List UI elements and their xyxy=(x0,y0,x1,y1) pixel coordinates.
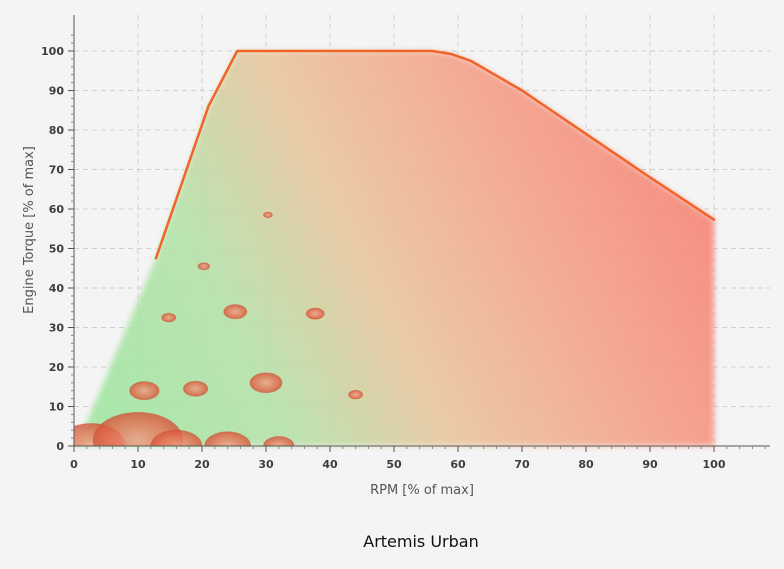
axes: 0 10 20 30 40 50 60 70 80 90 100 0 10 20 30 40 50 60 70 80 9… xyxy=(41,15,770,471)
x-tick-label: 10 xyxy=(130,458,146,471)
x-axis-title: RPM [% of max] xyxy=(370,483,474,498)
operating-point xyxy=(129,381,160,401)
operating-point xyxy=(182,380,209,397)
operating-point xyxy=(305,307,325,320)
y-tick-label: 30 xyxy=(49,322,65,335)
y-tick-label: 20 xyxy=(49,361,65,374)
x-tick-label: 90 xyxy=(642,458,658,471)
x-tick-label: 50 xyxy=(386,458,402,471)
y-tick-label: 60 xyxy=(49,203,65,216)
x-tick-label: 30 xyxy=(258,458,274,471)
x-tick-label: 0 xyxy=(70,458,78,471)
operating-point xyxy=(197,262,211,271)
x-tick-label: 70 xyxy=(514,458,530,471)
y-tick-label: 90 xyxy=(49,85,65,98)
y-tick-label: 40 xyxy=(49,282,65,295)
x-tick-label: 20 xyxy=(194,458,210,471)
chart-title: Artemis Urban xyxy=(363,532,478,551)
x-tick-label: 60 xyxy=(450,458,466,471)
operating-region xyxy=(74,51,714,446)
y-tick-label: 70 xyxy=(49,164,65,177)
operating-point xyxy=(150,429,203,446)
max-torque-line-layer xyxy=(154,49,716,260)
y-tick-label: 10 xyxy=(49,401,65,414)
x-tick-label: 40 xyxy=(322,458,338,471)
operating-point xyxy=(223,304,248,320)
y-tick-label: 100 xyxy=(41,45,64,58)
operating-area xyxy=(74,51,714,446)
operating-point xyxy=(161,312,177,323)
y-tick-label: 50 xyxy=(49,243,65,256)
operating-point xyxy=(348,389,364,400)
operating-point xyxy=(249,372,283,394)
y-tick-label: 80 xyxy=(49,124,65,137)
x-tick-label: 80 xyxy=(578,458,594,471)
y-tick-label: 0 xyxy=(56,440,64,453)
x-tick-label: 100 xyxy=(703,458,726,471)
y-axis-title: Engine Torque [% of max] xyxy=(22,146,37,314)
operating-point xyxy=(262,211,273,219)
max-torque-line xyxy=(154,49,716,260)
labels: RPM [% of max] Engine Torque [% of max] … xyxy=(22,146,479,551)
